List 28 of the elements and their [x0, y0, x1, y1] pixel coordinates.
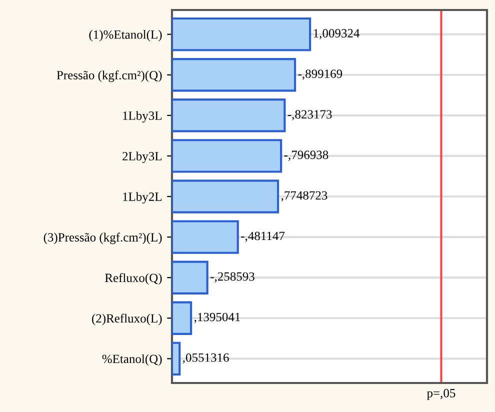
y-tick-label: Refluxo(Q): [105, 273, 162, 285]
bar: [172, 58, 296, 92]
y-tick-label: (3)Pressão (kgf.cm²)(L): [44, 232, 162, 244]
bar: [172, 342, 181, 376]
y-tick-label: Pressão (kgf.cm²)(Q): [56, 70, 162, 82]
y-tick-label: 2Lby3L: [122, 152, 162, 163]
bar: [172, 260, 208, 294]
y-tick-label: (1)%Etanol(L): [89, 30, 162, 42]
annotation: -,823173: [288, 110, 332, 120]
y-tick-label: %Etanol(Q): [102, 354, 162, 366]
annotation: -,481147: [241, 232, 285, 242]
y-tick-label: 1Lby2L: [123, 192, 162, 204]
bar: [172, 98, 286, 132]
annotation: ,0551316: [182, 353, 229, 364]
bar: [172, 220, 239, 254]
annotation: ,1395041: [194, 312, 240, 324]
annotation: ,7748723: [281, 191, 328, 202]
annotation: -,899169: [298, 70, 342, 80]
bar: [172, 139, 282, 173]
annotation: -,796938: [284, 150, 328, 161]
annotation: -,258593: [210, 272, 254, 283]
bar: [172, 301, 192, 335]
annotation: 1,009324: [314, 29, 360, 40]
bar: [172, 180, 280, 214]
y-tick-label: 1Lby3L: [123, 111, 162, 122]
ref-line-label: p=,05: [426, 388, 456, 400]
bar: [172, 17, 312, 52]
y-tick-label: (2)Refluxo(L): [92, 314, 162, 326]
